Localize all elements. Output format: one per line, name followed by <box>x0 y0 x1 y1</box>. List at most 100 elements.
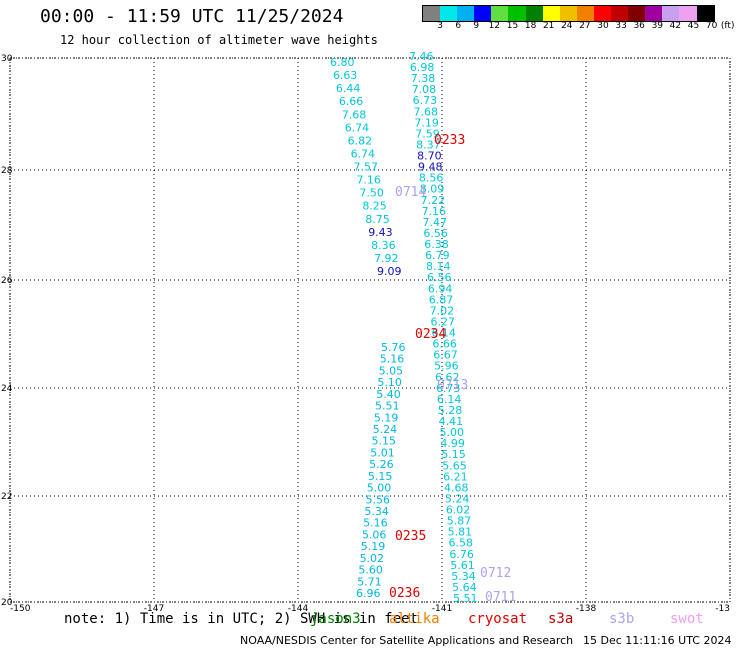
colorbar-swatch <box>662 6 680 21</box>
wave-height-value: 6.76 <box>449 548 474 561</box>
wave-height-value: 7.02 <box>430 304 455 317</box>
longitude-tick-label: -150 <box>10 604 31 614</box>
colorbar-tick-label: 45 <box>687 21 700 31</box>
wave-height-value: 7.38 <box>411 72 436 85</box>
wave-height-value: 5.71 <box>357 575 382 588</box>
wave-height-value: 5.00 <box>367 482 392 495</box>
pass-labels: 0233 0234 0235 0236 0713 0712 0711 0714 <box>389 133 516 605</box>
colorbar-swatch <box>679 6 697 21</box>
map-subtitle: 12 hour collection of altimeter wave hei… <box>60 33 378 47</box>
wave-height-value: 5.05 <box>379 364 404 377</box>
wave-height-value: 8.25 <box>362 200 387 213</box>
wave-height-value: 5.10 <box>377 376 402 389</box>
wave-height-value: 4.68 <box>444 481 469 494</box>
wave-height-value: 9.09 <box>377 265 402 278</box>
pass-label: 0233 <box>434 133 465 148</box>
wave-height-value: 5.28 <box>438 404 463 417</box>
wave-height-value: 4.41 <box>439 415 464 428</box>
satellite-swot: swot <box>670 611 704 627</box>
colorbar-tick-labels: 3 6 9 12 15 18 21 24 27 30 33 36 39 42 45 70 (ft) <box>422 21 735 33</box>
wave-height-value: 7.47 <box>422 216 447 229</box>
wave-height-value: 6.74 <box>351 147 376 160</box>
wave-height-value: 5.01 <box>370 446 395 459</box>
colorbar-tick-label: 39 <box>651 21 664 31</box>
pass-label: 0712 <box>480 566 511 581</box>
wave-height-value: 7.46 <box>409 50 434 63</box>
colorbar-swatch <box>576 6 594 21</box>
wave-height-value: 7.19 <box>414 116 439 129</box>
wave-height-value: 6.74 <box>345 121 370 134</box>
colorbar-tick-label: 15 <box>506 21 519 31</box>
latitude-tick-label: 30 <box>1 54 13 64</box>
wave-height-value: 6.38 <box>424 238 449 251</box>
longitude-tick-label: -141 <box>432 604 452 614</box>
wave-height-value: 7.50 <box>359 187 384 200</box>
wave-height-value: 5.51 <box>453 592 478 605</box>
wave-height-value: 5.26 <box>369 458 394 471</box>
pass-label: 0713 <box>437 378 468 393</box>
generation-date: 15 Dec 11:11:16 UTC 2024 <box>583 634 732 647</box>
colorbar-unit: (ft) <box>720 21 735 31</box>
pass-label: 0236 <box>389 586 420 601</box>
colorbar-tick-label: 27 <box>579 21 591 31</box>
colorbar-swatch <box>423 6 441 21</box>
wave-height-value: 5.34 <box>364 505 389 518</box>
wave-height-value: 8.75 <box>365 213 390 226</box>
wave-height-value: 6.73 <box>436 382 461 395</box>
wave-height-value: 7.22 <box>421 194 446 207</box>
wave-height-value: 7.59 <box>415 127 440 140</box>
wave-height-value: 5.16 <box>380 353 405 366</box>
wave-height-value: 4.99 <box>440 437 465 450</box>
wave-height-value: 5.19 <box>361 540 386 553</box>
wave-height-value: 6.98 <box>410 61 435 74</box>
wave-height-value: 8.14 <box>426 260 451 273</box>
wave-height-value: 6.63 <box>333 69 358 82</box>
latitude-tick-label: 28 <box>1 166 13 176</box>
wave-height-value: 7.16 <box>356 174 381 187</box>
colorbar-swatch <box>628 6 646 21</box>
wave-height-value: 6.66 <box>339 95 364 108</box>
wave-height-value: 6.56 <box>427 271 452 284</box>
wave-height-value: 6.79 <box>425 249 450 262</box>
wave-height-value: 7.68 <box>342 108 367 121</box>
colorbar-swatch <box>645 6 663 21</box>
wave-height-value: 5.76 <box>381 341 406 354</box>
wave-height-value: 5.34 <box>451 570 476 583</box>
colorbar-swatch <box>593 6 612 21</box>
wave-height-value: 5.15 <box>371 435 396 448</box>
satellite-s3a: s3a <box>548 611 574 627</box>
wave-height-value: 6.73 <box>413 94 438 107</box>
wave-height-value: 5.06 <box>362 528 387 541</box>
colorbar-swatch <box>611 6 629 21</box>
colorbar-swatch <box>474 6 492 21</box>
wave-height-value: 5.24 <box>445 492 470 505</box>
colorbar-tick-label: 6 <box>455 21 462 31</box>
wave-height-value: 6.21 <box>443 470 468 483</box>
wave-height-value: 9.48 <box>418 161 443 174</box>
colorbar-tick-label: 12 <box>488 21 501 31</box>
colorbar-swatch <box>542 6 560 21</box>
wave-height-value: 7.68 <box>413 105 438 118</box>
wave-height-value: 6.94 <box>428 282 453 295</box>
wave-height-value: 6.87 <box>429 293 454 306</box>
colorbar-tick-label: 3 <box>437 21 443 31</box>
wave-height-value: 7.92 <box>374 252 399 265</box>
wave-height-value: 6.02 <box>446 504 471 517</box>
colorbar-swatch <box>491 6 509 21</box>
colorbar-tick-label: 18 <box>524 21 537 31</box>
footer-note: note: 1) Time is in UTC; 2) SWH is in fe… <box>64 611 419 627</box>
longitude-tick-label: -13 <box>715 604 730 614</box>
pass-label: 0234 <box>415 327 446 342</box>
wave-height-value: 5.60 <box>358 564 383 577</box>
map-grid <box>9 57 731 603</box>
colorbar-tick-label: 36 <box>633 21 645 31</box>
pass-label: 0235 <box>395 529 426 544</box>
colorbar-tick-label: 42 <box>669 21 682 31</box>
wave-height-value: 5.96 <box>434 360 459 373</box>
wave-height-value: 7.57 <box>354 161 379 174</box>
wave-height-colorbar <box>422 5 715 22</box>
wave-height-value: 8.37 <box>416 138 441 151</box>
longitude-tick-label: -147 <box>144 604 164 614</box>
wave-height-value: 8.36 <box>371 239 396 252</box>
